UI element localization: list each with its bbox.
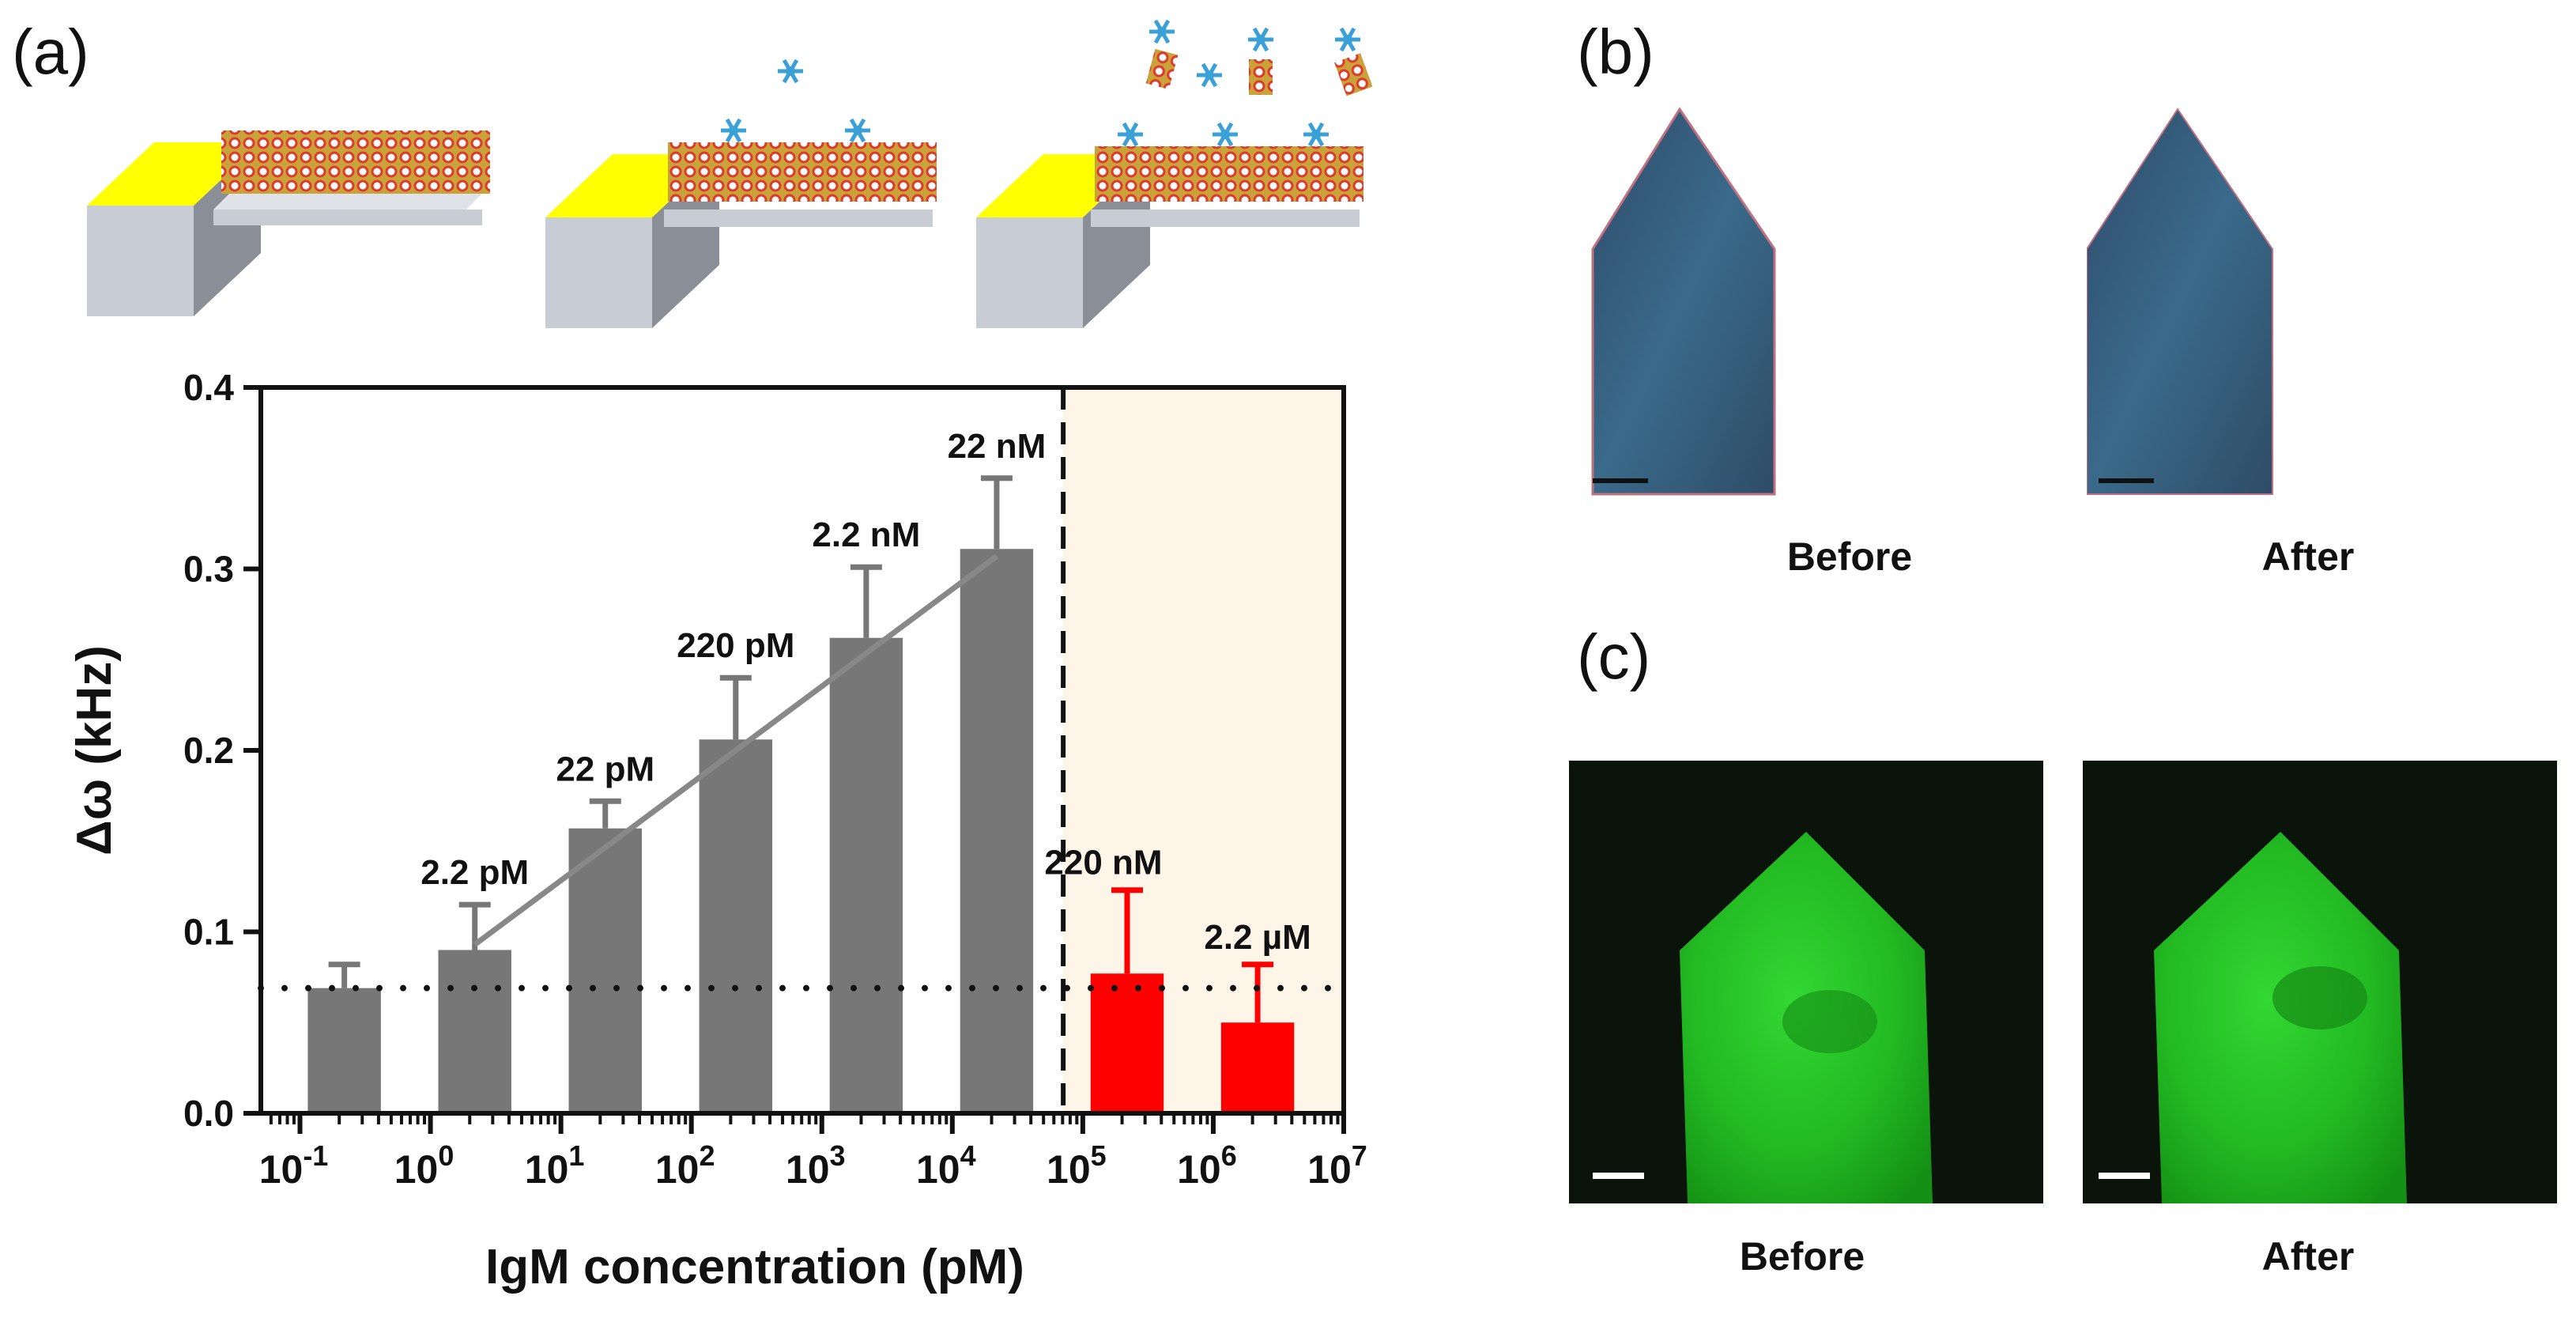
panel-label-b: (b)	[1577, 17, 1654, 87]
x-axis-label: IgM concentration (pM)	[485, 1240, 1024, 1294]
x-tick-label-3: 102	[655, 1139, 715, 1192]
bar-label-5: 22 nM	[948, 427, 1047, 466]
x-tick-label-6: 105	[1047, 1139, 1107, 1192]
y-tick-label-2: 0.2	[183, 730, 234, 771]
sensor-schematic	[87, 8, 1373, 328]
optical-image-before	[1591, 107, 1776, 496]
bar-3	[699, 739, 773, 1113]
x-tick-label-2: 101	[525, 1139, 585, 1192]
y-tick-label-0: 0.0	[183, 1093, 234, 1134]
schematic-device-2	[545, 60, 937, 328]
bar-label-2: 22 pM	[556, 750, 654, 788]
fluorescence-image-after	[2083, 761, 2557, 1203]
y-axis-label: Δω (kHz)	[67, 645, 122, 856]
bar-label-3: 220 pM	[677, 626, 794, 665]
panel-label-c: (c)	[1577, 621, 1651, 692]
y-tick-label-4: 0.4	[183, 372, 234, 408]
schematic-device-1	[87, 130, 490, 316]
x-tick-label-7: 106	[1177, 1139, 1237, 1192]
bar-7	[1220, 1022, 1295, 1113]
bar-label-7: 2.2 µM	[1204, 918, 1311, 957]
optical-image-after	[2087, 108, 2273, 495]
bar-label-4: 2.2 nM	[812, 516, 920, 554]
x-tick-label-0: 10-1	[259, 1139, 329, 1192]
bar-6	[1090, 973, 1164, 1113]
fluorescence-image-before	[1569, 761, 2043, 1203]
bar-2	[568, 828, 642, 1113]
x-tick-label-1: 100	[394, 1139, 454, 1192]
bar-1	[438, 950, 511, 1113]
fit-line	[473, 553, 999, 947]
bar-5	[960, 549, 1034, 1113]
y-tick-label-3: 0.3	[183, 549, 234, 590]
x-tick-label-8: 107	[1307, 1139, 1367, 1192]
bar-label-1: 2.2 pM	[421, 853, 529, 892]
y-tick-label-1: 0.1	[183, 912, 234, 953]
panel-label-a: (a)	[12, 17, 89, 87]
bar-4	[829, 637, 903, 1113]
caption-c-after: After	[2261, 1234, 2355, 1279]
caption-b-after: After	[2261, 535, 2355, 579]
x-tick-label-4: 103	[786, 1139, 846, 1192]
x-tick-label-5: 104	[916, 1139, 976, 1192]
schematic-device-3	[976, 21, 1373, 328]
caption-c-before: Before	[1739, 1234, 1865, 1279]
bar-0	[307, 988, 381, 1113]
caption-b-before: Before	[1786, 535, 1913, 579]
